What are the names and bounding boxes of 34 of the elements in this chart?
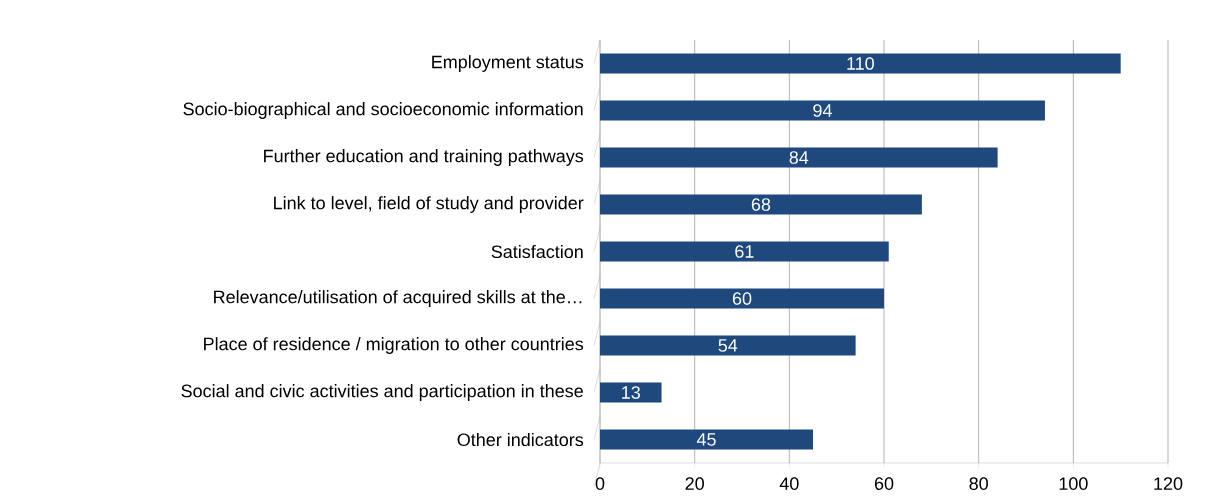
x-tick-label: 100: [1059, 477, 1088, 490]
data-label: 60: [732, 292, 752, 305]
data-label: 54: [718, 339, 738, 352]
data-label: 68: [751, 198, 771, 211]
x-tick-label: 120: [1154, 477, 1183, 490]
bar: [600, 147, 998, 168]
x-tick-label: 40: [779, 477, 799, 490]
y-tick-label: Link to level, field of study and provider: [274, 196, 584, 213]
bar: [600, 194, 922, 215]
y-tick-label: Socio-biographical and socioeconomic information: [183, 102, 583, 119]
x-tick-label: 0: [595, 477, 605, 490]
data-label: 110: [847, 57, 874, 70]
data-label: 94: [813, 104, 832, 117]
x-tick-label: 80: [969, 477, 988, 490]
y-tick-label: Social and civic activities and participation in these: [181, 384, 583, 401]
bar: [600, 429, 813, 450]
y-tick-label: Employment status: [432, 55, 584, 72]
y-tick-label: Place of residence / migration to other countries: [204, 337, 584, 354]
y-tick-label: Satisfaction: [491, 244, 583, 259]
x-tick-label: 20: [685, 477, 704, 490]
bar: [600, 100, 1045, 121]
data-label: 13: [622, 386, 640, 399]
y-tick-label: Further education and training pathways: [264, 149, 584, 166]
bar: [600, 335, 856, 356]
y-tick-label: Relevance/utilisation of acquired skills at the…: [214, 290, 582, 307]
y-tick-label: Other indicators: [457, 432, 584, 447]
bar: [600, 382, 662, 403]
data-label: 45: [696, 433, 716, 446]
bar: [600, 241, 889, 262]
bar: [600, 288, 885, 309]
x-tick-label: 60: [874, 477, 894, 490]
data-label: 61: [735, 245, 754, 258]
data-label: 84: [789, 151, 809, 164]
bar: [600, 53, 1121, 74]
